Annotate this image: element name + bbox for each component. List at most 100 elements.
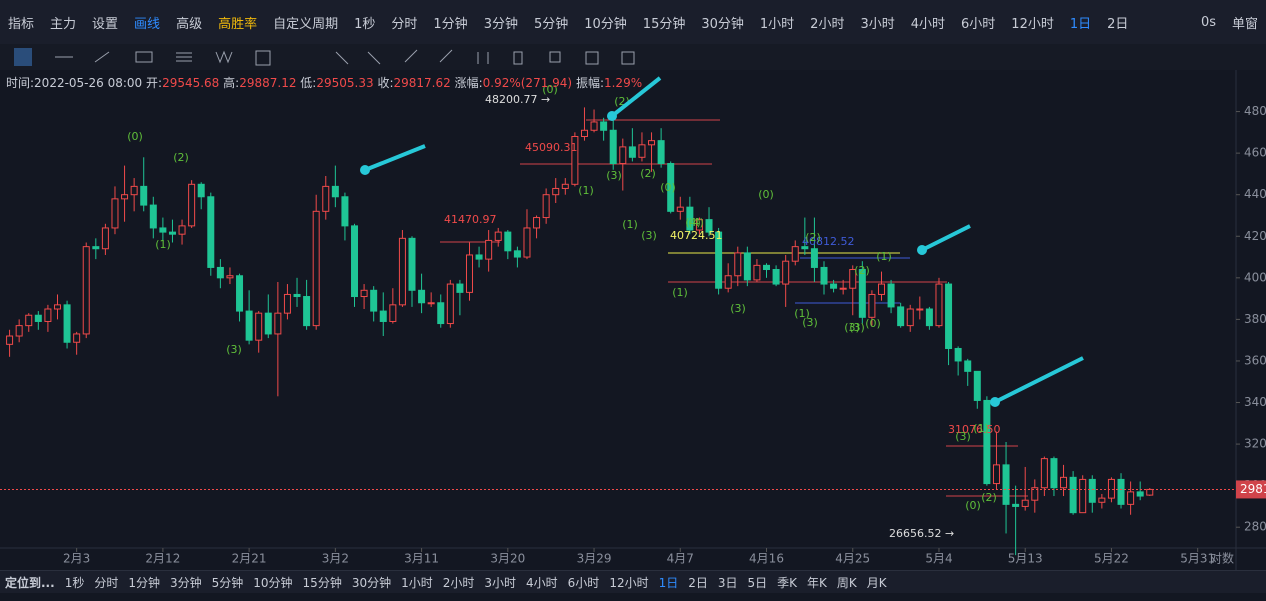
toolbar-item[interactable]: 高级 <box>176 16 203 32</box>
wave-label: (0) <box>758 188 774 201</box>
period-button[interactable]: 1日 <box>1069 16 1092 32</box>
period-button[interactable]: 15分钟 <box>642 16 686 32</box>
period-button[interactable]: 30分钟 <box>701 16 744 32</box>
label: 涨幅: <box>454 76 483 90</box>
period-button[interactable]: 1日 <box>658 575 679 590</box>
candle-body <box>1079 478 1087 514</box>
x-tick-label: 2月12 <box>145 552 180 566</box>
candle-body <box>580 129 588 138</box>
period-button[interactable]: 分时 <box>94 575 119 590</box>
price-annotation: 45090.31 <box>525 141 578 154</box>
candle-body <box>638 144 646 158</box>
period-button[interactable]: 3分钟 <box>169 575 202 590</box>
candle-body <box>322 185 330 212</box>
period-button[interactable]: 3分钟 <box>483 16 518 32</box>
period-button[interactable]: 1分钟 <box>128 575 160 590</box>
wave-label: (3) <box>955 430 971 443</box>
period-button[interactable]: 2日 <box>1107 16 1129 32</box>
candle-body <box>1002 464 1010 505</box>
x-tick-label: 2月3 <box>63 552 90 566</box>
period-button[interactable]: 3小时 <box>484 575 517 590</box>
candle-body <box>140 185 148 206</box>
countdown: 0s <box>1200 14 1216 30</box>
toolbar-item[interactable]: 指标 <box>8 16 35 32</box>
candle-body <box>724 275 732 289</box>
wave-label: (2) <box>640 167 656 180</box>
candle-body <box>753 264 761 281</box>
candle-body <box>1050 458 1058 489</box>
period-button[interactable]: 2小时 <box>442 575 475 590</box>
period-button[interactable]: 3小时 <box>860 16 895 32</box>
wave-label: (0) <box>127 130 143 143</box>
label: 收: <box>377 76 394 90</box>
wave-label: (1) <box>973 422 989 435</box>
x-tick-label: 5月4 <box>925 552 952 566</box>
candle-body <box>418 289 426 304</box>
period-button[interactable]: 月K <box>866 575 887 590</box>
period-button[interactable]: 1秒 <box>64 575 85 590</box>
candle-body <box>954 347 962 362</box>
period-button[interactable]: 1小时 <box>401 575 433 590</box>
candle-body <box>197 183 205 198</box>
candle-body <box>1031 487 1039 501</box>
toolbar-item[interactable]: 设置 <box>92 16 119 32</box>
candle-body <box>25 314 33 327</box>
period-button[interactable]: 分时 <box>391 16 418 32</box>
candle-body <box>1117 478 1125 505</box>
period-button[interactable]: 10分钟 <box>253 575 293 590</box>
candle-body <box>111 198 119 229</box>
period-button[interactable]: 2小时 <box>810 16 845 32</box>
window-button[interactable]: 单窗 <box>1231 16 1258 32</box>
locate-button[interactable]: 定位到... <box>5 575 55 590</box>
period-button[interactable]: 4小时 <box>910 16 946 32</box>
plot-bg <box>0 70 1236 548</box>
period-button[interactable]: 12小时 <box>609 575 649 590</box>
candle-body <box>523 227 531 258</box>
period-button[interactable]: 2日 <box>688 575 708 590</box>
candle-body <box>648 140 656 146</box>
toolbar-item[interactable]: 主力 <box>50 16 77 32</box>
wave-label: (4) <box>685 216 701 229</box>
toolbar-item[interactable]: 自定义周期 <box>273 16 339 32</box>
y-tick-label: 36000 <box>1244 353 1266 367</box>
period-button[interactable]: 30分钟 <box>351 575 392 590</box>
last-price-label: 29817.62 <box>1240 482 1266 496</box>
period-button[interactable]: 4小时 <box>526 575 558 590</box>
candle-body <box>772 269 780 285</box>
period-button[interactable]: 3日 <box>717 575 738 590</box>
candle-body <box>437 302 445 325</box>
period-button[interactable]: 10分钟 <box>584 16 627 32</box>
arrow <box>364 144 426 172</box>
candle-body <box>494 231 502 241</box>
candle-body <box>743 252 751 281</box>
candle-body <box>178 225 186 235</box>
period-button[interactable]: 5分钟 <box>211 575 244 590</box>
period-button[interactable]: 1小时 <box>759 16 795 32</box>
period-button[interactable]: 5分钟 <box>533 16 569 32</box>
period-button[interactable]: 15分钟 <box>302 575 342 590</box>
y-tick-label: 40000 <box>1244 270 1266 284</box>
toolbar-item[interactable]: 高胜率 <box>218 16 258 32</box>
period-button[interactable]: 年K <box>807 575 827 590</box>
period-button[interactable]: 5日 <box>747 575 768 590</box>
candle-body <box>1069 476 1077 514</box>
arrow <box>921 224 971 252</box>
candle-body <box>188 183 196 227</box>
candle-body <box>293 293 301 298</box>
candle-body <box>73 333 81 343</box>
candle-body <box>1012 503 1020 507</box>
period-button[interactable]: 6小时 <box>567 575 600 590</box>
period-button[interactable]: 6小时 <box>961 16 996 32</box>
cursor-tool[interactable] <box>14 48 32 66</box>
candle-body <box>973 370 981 401</box>
period-button[interactable]: 1分钟 <box>433 16 468 32</box>
period-button[interactable]: 周K <box>836 575 857 590</box>
period-button[interactable]: 季K <box>777 575 798 590</box>
period-button[interactable]: 12小时 <box>1011 16 1054 32</box>
candle-body <box>427 302 435 305</box>
toolbar-item[interactable]: 画线 <box>134 16 161 32</box>
log-toggle[interactable]: 对数 <box>1210 551 1234 566</box>
arrow-head <box>990 397 1000 407</box>
candle-body <box>820 266 828 285</box>
period-button[interactable]: 1秒 <box>354 16 376 32</box>
